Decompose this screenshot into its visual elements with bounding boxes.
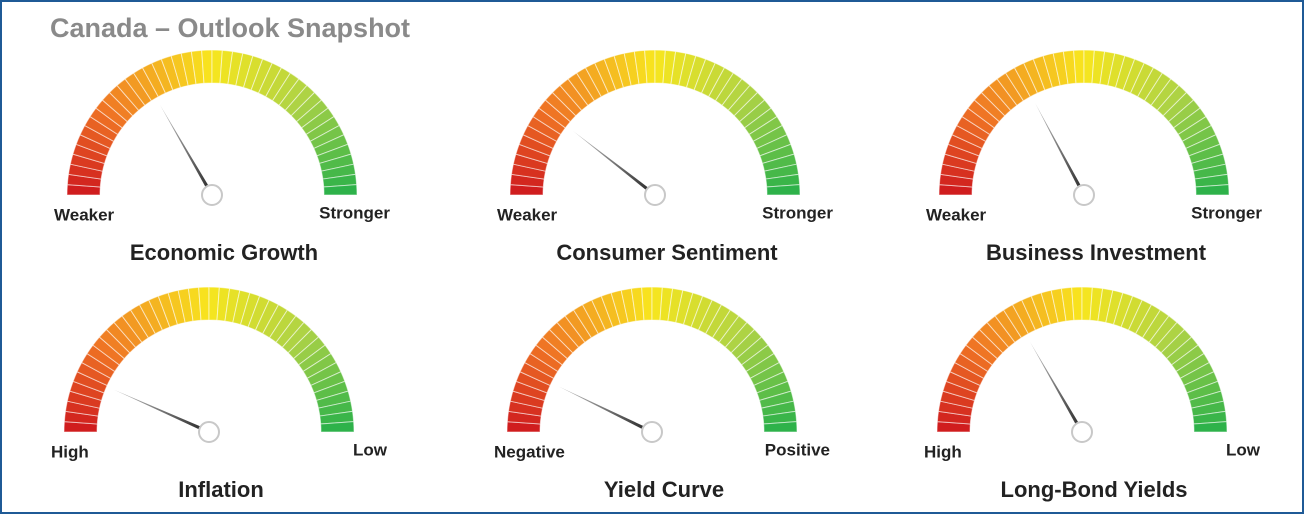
right-label: Stronger [762, 203, 833, 222]
gauge-segment [1195, 184, 1230, 196]
needle-hub [1073, 184, 1095, 206]
needle [1035, 103, 1086, 196]
gauge-segment [641, 286, 653, 321]
needle [1030, 341, 1084, 433]
gauge: Weaker Stronger Consumer Sentiment [497, 49, 833, 265]
needle [160, 104, 214, 196]
gauge-segment [644, 49, 656, 84]
gauge-name: Economic Growth [130, 240, 318, 265]
gauge: Weaker Stronger Business Investment [926, 49, 1262, 265]
left-label: Weaker [54, 205, 115, 224]
gauge-segment [1073, 49, 1085, 84]
right-label: Positive [765, 440, 830, 459]
needle [558, 386, 653, 434]
left-label: Negative [494, 442, 565, 461]
gauge-name: Business Investment [986, 240, 1207, 265]
needle [573, 130, 657, 197]
gauge: High Low Long-Bond Yields [924, 286, 1261, 502]
needle [113, 389, 210, 434]
needle-hub [641, 421, 663, 443]
needle-hub [1071, 421, 1093, 443]
gauge-name: Yield Curve [604, 477, 724, 502]
right-label: Low [1226, 440, 1261, 459]
gauge: Negative Positive Yield Curve [494, 286, 830, 502]
right-label: Stronger [1191, 203, 1262, 222]
gauge-segment [1193, 421, 1228, 433]
right-label: Stronger [319, 203, 390, 222]
gauge-segment [766, 184, 801, 196]
gauge-name: Inflation [178, 477, 264, 502]
needle-hub [644, 184, 666, 206]
gauge-segment [201, 49, 213, 84]
left-label: High [924, 442, 962, 461]
gauge-segment [1071, 286, 1083, 321]
page-title: Canada – Outlook Snapshot [50, 13, 410, 43]
gauge-segment [323, 184, 358, 196]
needle-hub [198, 421, 220, 443]
left-label: Weaker [497, 205, 558, 224]
gauge-segment [763, 421, 798, 433]
gauge-name: Long-Bond Yields [1001, 477, 1188, 502]
gauge-name: Consumer Sentiment [556, 240, 778, 265]
right-label: Low [353, 440, 388, 459]
gauge-segment [198, 286, 210, 321]
needle-hub [201, 184, 223, 206]
gauge: High Low Inflation [51, 286, 388, 502]
left-label: Weaker [926, 205, 987, 224]
gauge-segment [320, 421, 355, 433]
left-label: High [51, 442, 89, 461]
